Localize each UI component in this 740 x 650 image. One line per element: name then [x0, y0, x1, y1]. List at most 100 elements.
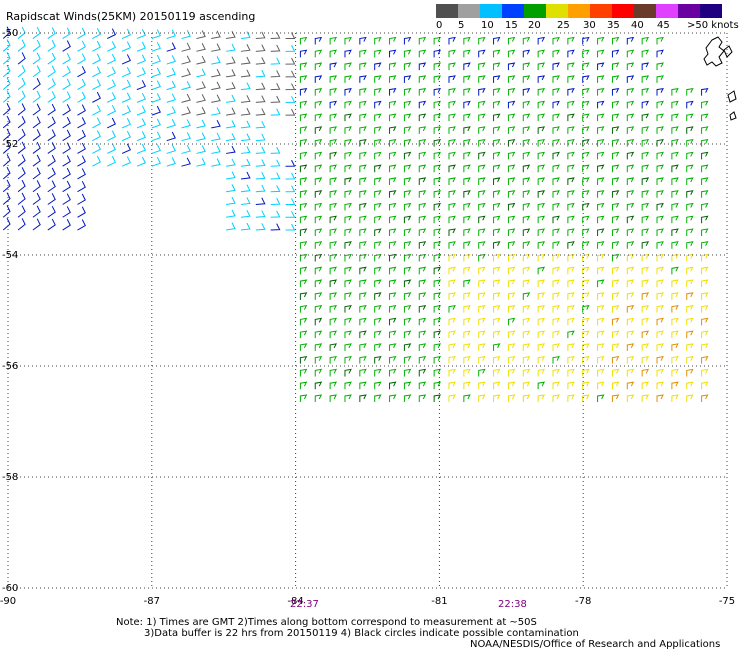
wind-barb — [478, 317, 486, 326]
wind-barb — [433, 304, 442, 313]
wind-barb — [701, 292, 709, 300]
wind-barb — [522, 317, 531, 326]
lon-tick-label: -81 — [431, 596, 447, 607]
wind-barb — [329, 253, 337, 262]
wind-barb — [611, 381, 620, 390]
wind-barb — [507, 241, 516, 249]
wind-barb — [701, 253, 709, 262]
wind-barb — [121, 66, 132, 78]
wind-barb — [329, 394, 337, 402]
wind-barb — [285, 83, 296, 91]
wind-barb — [433, 113, 442, 122]
wind-barb — [344, 49, 352, 58]
wind-barb — [403, 304, 412, 313]
wind-barb — [329, 381, 337, 390]
wind-barb — [329, 151, 337, 160]
wind-barb — [567, 356, 575, 364]
wind-barb — [463, 62, 471, 71]
wind-barb — [522, 164, 531, 173]
wind-barb — [701, 330, 709, 339]
wind-barb — [493, 139, 501, 147]
wind-barb — [359, 87, 367, 96]
wind-barb — [329, 292, 337, 300]
wind-barb — [196, 30, 206, 40]
wind-barb — [656, 368, 664, 377]
wind-barb — [537, 100, 546, 109]
wind-barb — [701, 266, 709, 275]
wind-barb — [611, 215, 620, 224]
wind-barb — [299, 343, 308, 351]
wind-barb — [552, 151, 560, 160]
wind-barb — [626, 215, 635, 224]
wind-barb — [626, 317, 635, 326]
wind-barb — [552, 253, 560, 262]
wind-barb — [47, 180, 56, 193]
wind-barb — [389, 113, 397, 122]
wind-barb — [329, 49, 337, 58]
wind-barb — [611, 253, 620, 262]
wind-barb — [211, 107, 221, 116]
legend-tick-label: 30 — [583, 20, 596, 31]
wind-barb — [314, 139, 323, 147]
wind-barb — [374, 381, 382, 390]
wind-barb — [686, 164, 694, 173]
wind-barb — [47, 78, 56, 91]
wind-barb — [374, 304, 382, 313]
wind-barb — [463, 113, 471, 122]
wind-barb — [641, 228, 650, 237]
wind-barb — [389, 241, 397, 249]
wind-barb — [136, 92, 146, 103]
wind-barb — [344, 228, 352, 237]
legend-tick-label: 20 — [528, 20, 541, 31]
wind-barb — [597, 164, 605, 173]
wind-barb — [552, 113, 560, 122]
wind-barb — [567, 100, 575, 109]
wind-barb — [47, 193, 56, 205]
wind-barb — [433, 368, 442, 377]
wind-barb — [448, 241, 456, 249]
wind-barb — [314, 241, 323, 249]
wind-barb — [181, 157, 191, 167]
wind-barb — [537, 279, 546, 288]
wind-barb — [463, 343, 471, 351]
wind-barb — [493, 202, 501, 211]
wind-barb — [686, 100, 694, 109]
wind-barb — [686, 151, 694, 160]
wind-barb — [314, 394, 323, 402]
wind-barb — [626, 113, 635, 122]
wind-barb — [686, 87, 694, 96]
wind-barb — [611, 368, 620, 377]
wind-barb — [299, 215, 308, 224]
wind-barb — [671, 100, 679, 109]
wind-barb — [344, 241, 352, 249]
wind-barb — [344, 75, 352, 83]
wind-barb — [701, 202, 709, 211]
wind-barb — [597, 394, 605, 402]
wind-barb — [62, 206, 71, 218]
wind-barb — [314, 164, 323, 173]
wind-barb — [597, 75, 605, 83]
wind-barb — [418, 279, 427, 288]
wind-barb — [463, 228, 471, 237]
wind-barb — [314, 368, 323, 377]
wind-barb — [329, 164, 337, 173]
wind-barb — [359, 113, 367, 122]
wind-barb — [359, 139, 367, 147]
wind-barb — [32, 129, 41, 142]
wind-barb — [478, 100, 486, 109]
wind-barb — [359, 75, 367, 83]
wind-barb — [478, 241, 486, 249]
wind-barb — [478, 177, 486, 185]
wind-barb — [493, 368, 501, 377]
wind-barb — [344, 202, 352, 211]
wind-barb — [701, 139, 709, 147]
wind-barb — [17, 52, 26, 65]
wind-barb — [2, 51, 11, 65]
wind-barb — [686, 190, 694, 198]
wind-barb — [151, 105, 161, 116]
wind-barb — [299, 394, 308, 402]
wind-barb — [136, 156, 146, 167]
wind-barb — [611, 87, 620, 96]
wind-barb — [418, 381, 427, 390]
wind-barb — [522, 368, 531, 377]
